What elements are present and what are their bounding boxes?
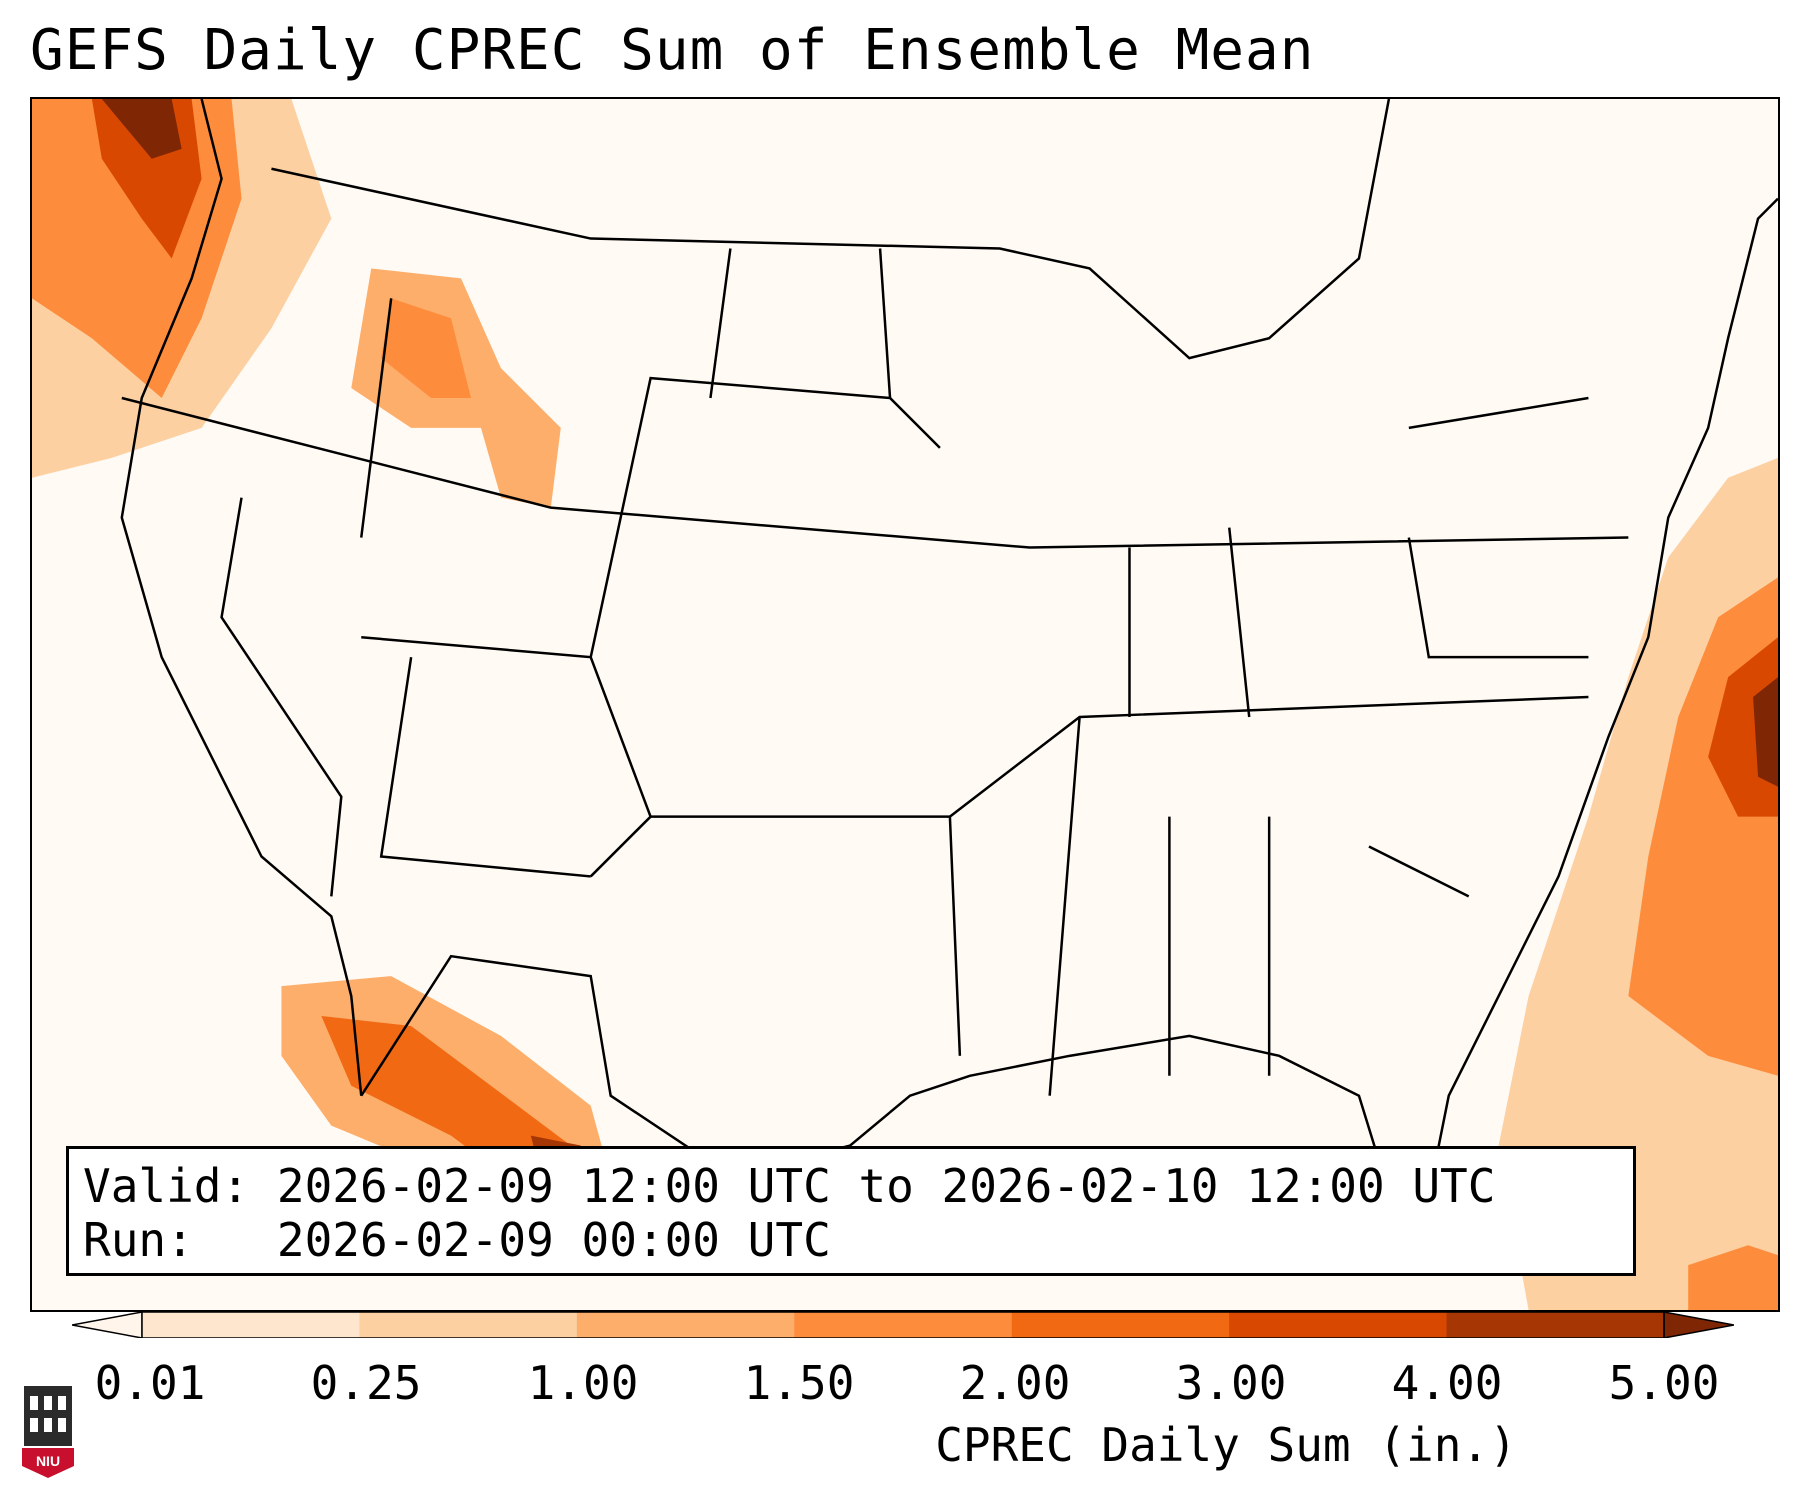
colorbar-arrow-under [72, 1312, 143, 1338]
precip-area-atlantic-max [1753, 677, 1778, 787]
map-canvas [32, 99, 1778, 1310]
logo-tower [24, 1386, 72, 1446]
valid-time-row: Valid: 2026-02-09 12:00 UTC to 2026-02-1… [83, 1159, 1619, 1213]
colorbar-segment [359, 1312, 578, 1338]
niu-logo: NIU [22, 1386, 74, 1478]
colorbar [72, 1312, 1734, 1338]
run-time-value: 2026-02-09 00:00 UTC [276, 1213, 831, 1267]
colorbar-tick-label-0: 0.01 [94, 1356, 206, 1410]
precip-area-idaho-core [381, 298, 471, 399]
colorbar-tick-label-4: 2.00 [959, 1356, 1071, 1410]
precip-area-pnw-max [101, 99, 182, 159]
colorbar-segment [1446, 1312, 1665, 1338]
logo-text: NIU [36, 1453, 60, 1469]
colorbar-tick-label-7: 5.00 [1608, 1356, 1720, 1410]
colorbar-tick-label-6: 4.00 [1391, 1356, 1503, 1410]
run-label: Run: [83, 1213, 194, 1267]
valid-time-value: 2026-02-09 12:00 UTC to 2026-02-10 12:00… [276, 1159, 1496, 1213]
run-time-row: Run: 2026-02-09 00:00 UTC [83, 1213, 1619, 1267]
colorbar-segment [142, 1312, 360, 1338]
valid-label: Valid: [83, 1159, 250, 1213]
colorbar-outline [141, 1312, 1665, 1338]
run-info-box: Valid: 2026-02-09 12:00 UTC to 2026-02-1… [66, 1146, 1636, 1276]
precipitation-map [30, 97, 1780, 1312]
colorbar-segment [576, 1312, 795, 1338]
colorbar-tick-label-1: 0.25 [310, 1356, 422, 1410]
colorbar-segment [1011, 1312, 1230, 1338]
colorbar-arrow-over [1663, 1312, 1734, 1338]
precip-shading [32, 99, 1778, 1310]
logo-shield [22, 1448, 74, 1478]
colorbar-label: CPREC Daily Sum (in.) [935, 1418, 1517, 1472]
colorbar-tick-label-3: 1.50 [743, 1356, 855, 1410]
colorbar-segment [1229, 1312, 1448, 1338]
map-title: GEFS Daily CPREC Sum of Ensemble Mean [30, 18, 1315, 83]
colorbar-segment [794, 1312, 1013, 1338]
colorbar-tick-label-2: 1.00 [527, 1356, 639, 1410]
colorbar-tick-label-5: 3.00 [1175, 1356, 1287, 1410]
precip-area-caribbean [1688, 1245, 1778, 1310]
